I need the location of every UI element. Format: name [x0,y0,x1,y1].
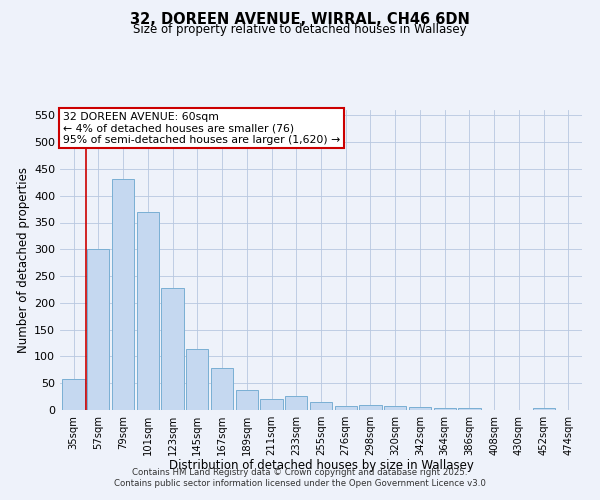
Bar [186,350,208,410]
Bar [458,408,481,410]
Bar [137,212,159,410]
Bar [87,250,109,410]
Bar [434,408,456,410]
Bar [112,178,134,410]
Y-axis label: Number of detached properties: Number of detached properties [17,167,30,353]
Bar [211,368,233,410]
Bar [62,380,85,410]
Bar [359,405,382,410]
Bar [260,400,283,410]
Text: 32, DOREEN AVENUE, WIRRAL, CH46 6DN: 32, DOREEN AVENUE, WIRRAL, CH46 6DN [130,12,470,28]
Bar [533,408,555,410]
Bar [335,406,357,410]
Bar [409,407,431,410]
Bar [384,406,406,410]
Text: 32 DOREEN AVENUE: 60sqm
← 4% of detached houses are smaller (76)
95% of semi-det: 32 DOREEN AVENUE: 60sqm ← 4% of detached… [62,112,340,144]
Bar [285,396,307,410]
Bar [161,288,184,410]
Text: Contains HM Land Registry data © Crown copyright and database right 2025.
Contai: Contains HM Land Registry data © Crown c… [114,468,486,487]
Text: Size of property relative to detached houses in Wallasey: Size of property relative to detached ho… [133,22,467,36]
Bar [236,390,258,410]
Bar [310,402,332,410]
X-axis label: Distribution of detached houses by size in Wallasey: Distribution of detached houses by size … [169,460,473,472]
